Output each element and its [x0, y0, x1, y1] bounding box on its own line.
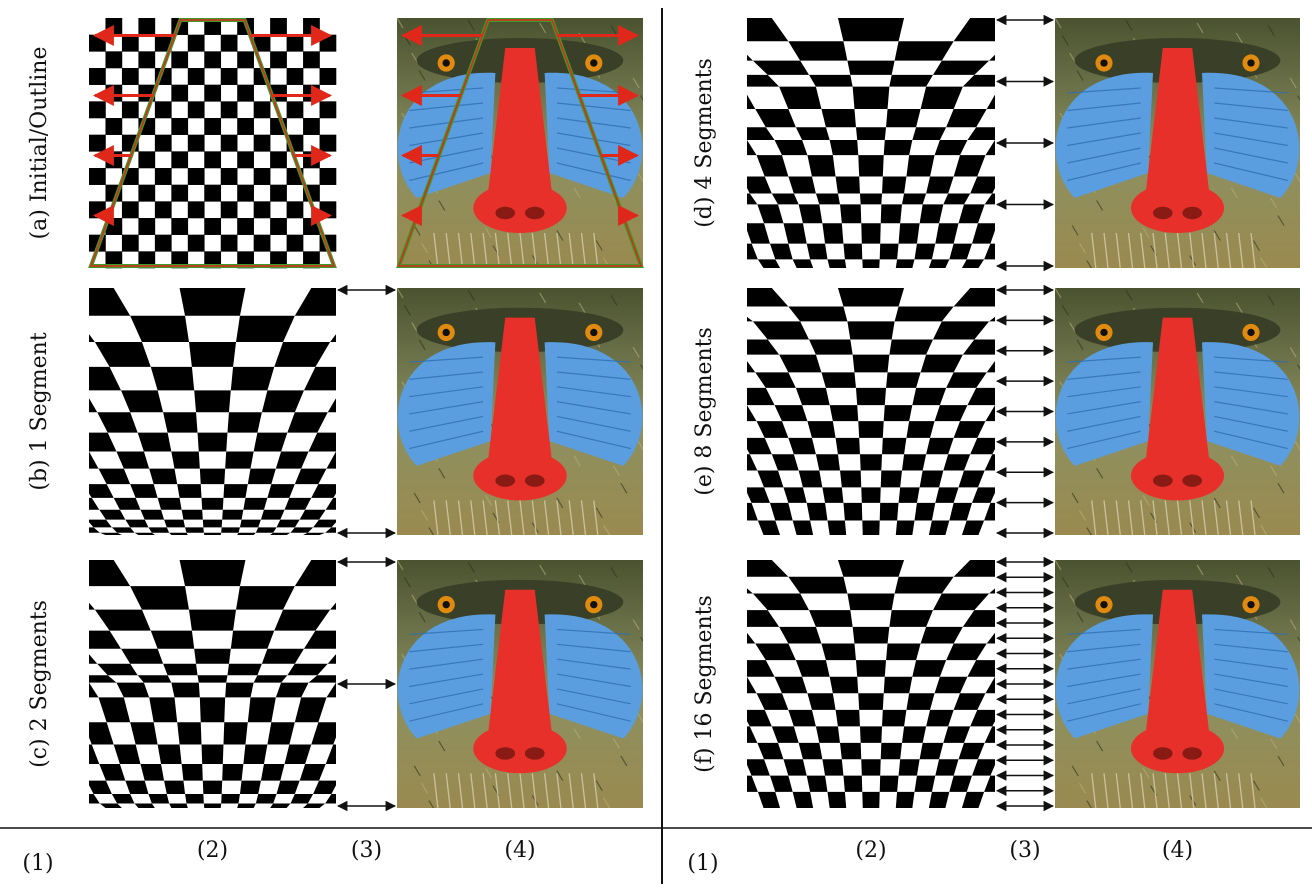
- column-label: (3): [351, 838, 382, 863]
- checkerboard-panel: [89, 560, 336, 808]
- mandrill-photo: [397, 560, 643, 808]
- figure-row: (a) Initial/Outline: [27, 18, 644, 269]
- column-label: (4): [504, 838, 535, 863]
- column-label: (1): [22, 851, 53, 876]
- mandrill-photo: [1055, 560, 1300, 808]
- column-label: (2): [197, 838, 228, 863]
- column-label: (4): [1162, 838, 1193, 863]
- row-label: (e) 8 Segments: [692, 327, 717, 496]
- figure-row: (d) 4 Segments: [692, 14, 1300, 272]
- checkerboard-panel: [89, 288, 336, 535]
- mandrill-photo: [397, 288, 643, 535]
- mandrill-photo: [1055, 18, 1300, 268]
- row-label: (c) 2 Segments: [27, 600, 52, 768]
- figure-row: (c) 2 Segments: [27, 556, 643, 812]
- column-label: (3): [1009, 838, 1040, 863]
- row-label: (a) Initial/Outline: [27, 47, 52, 240]
- checkerboard-panel: [747, 18, 995, 268]
- row-label: (d) 4 Segments: [692, 58, 717, 228]
- row-label: (f) 16 Segments: [692, 595, 717, 773]
- checkerboard-panel: [747, 560, 995, 808]
- figure-row: (f) 16 Segments: [692, 556, 1300, 812]
- column-label: (2): [855, 838, 886, 863]
- checkerboard-panel: [88, 18, 337, 269]
- figure-row: (e) 8 Segments: [692, 284, 1300, 539]
- checkerboard-panel: [747, 288, 995, 535]
- figure-row: (b) 1 Segment: [27, 284, 643, 539]
- mandrill-photo: [396, 18, 644, 268]
- column-label: (1): [687, 851, 718, 876]
- row-label: (b) 1 Segment: [27, 332, 52, 490]
- mandrill-photo: [1055, 288, 1300, 535]
